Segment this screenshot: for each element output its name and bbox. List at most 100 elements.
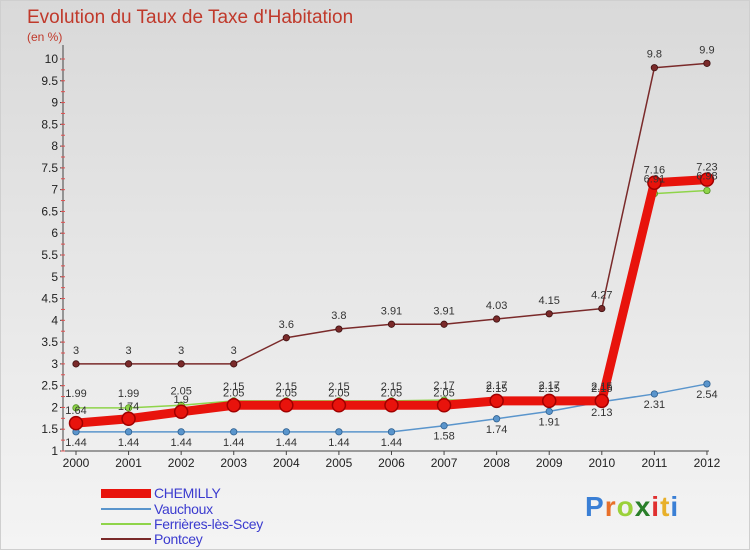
x-tick-label: 2002	[168, 456, 195, 470]
data-point-pontcey	[72, 360, 80, 368]
data-point-pontcey	[440, 320, 448, 328]
data-label-pontcey: 9.9	[699, 44, 714, 56]
data-label-pontcey: 3	[126, 345, 132, 357]
y-tick-label: 1	[51, 444, 58, 458]
brand-letter: o	[616, 491, 635, 522]
data-label-vauchoux: 1.44	[381, 437, 402, 449]
legend-swatch-ferrieres	[101, 523, 151, 525]
data-point-pontcey	[230, 360, 238, 368]
data-point-vauchoux	[124, 428, 133, 436]
data-label-pontcey: 3	[178, 345, 184, 357]
data-point-chemilly	[436, 398, 452, 413]
data-label-chemilly: 1.74	[118, 401, 139, 413]
y-tick-label: 4	[51, 313, 58, 327]
y-tick-label: 5.5	[41, 248, 58, 262]
brand-letter: i	[651, 491, 661, 522]
data-label-pontcey: 3	[73, 345, 79, 357]
data-label-vauchoux: 2.13	[591, 407, 612, 419]
y-tick-label: 2.5	[41, 379, 58, 393]
legend-swatch-vauchoux	[101, 508, 151, 510]
data-label-vauchoux: 1.91	[539, 416, 560, 428]
legend-swatch-pontcey	[101, 538, 151, 540]
x-tick-label: 2006	[378, 456, 405, 470]
data-label-vauchoux: 1.44	[223, 437, 244, 449]
y-tick-label: 3.5	[41, 335, 58, 349]
data-label-vauchoux: 1.44	[170, 437, 191, 449]
y-tick-label: 6.5	[41, 204, 58, 218]
x-tick-label: 2007	[431, 456, 458, 470]
data-label-pontcey: 4.15	[539, 295, 560, 307]
data-label-pontcey: 3.8	[331, 310, 346, 322]
y-tick-label: 8.5	[41, 117, 58, 131]
y-tick-label: 2	[51, 400, 58, 414]
data-point-pontcey	[387, 320, 396, 328]
y-tick-label: 9	[51, 96, 58, 110]
data-point-chemilly	[489, 393, 504, 409]
brand-letter: t	[660, 491, 671, 522]
data-point-pontcey	[177, 360, 185, 368]
data-point-pontcey	[598, 304, 606, 313]
data-label-pontcey: 9.8	[647, 49, 662, 61]
data-point-chemilly	[68, 415, 84, 431]
y-tick-label: 6	[51, 226, 58, 240]
data-point-chemilly	[279, 398, 294, 413]
data-label-ferri-res-l-s-scey: 6.91	[644, 174, 665, 186]
x-tick-label: 2000	[63, 456, 90, 470]
data-point-vauchoux	[335, 428, 343, 436]
x-tick-label: 2010	[588, 456, 615, 470]
data-label-pontcey: 3.91	[381, 305, 402, 317]
data-label-ferri-res-l-s-scey: 1.99	[118, 388, 139, 400]
data-point-ferri-res-l-s-scey	[72, 404, 80, 412]
data-label-vauchoux: 2.54	[696, 389, 717, 401]
data-point-chemilly	[384, 398, 399, 413]
data-point-vauchoux	[703, 380, 711, 388]
x-tick-label: 2003	[220, 456, 247, 470]
data-label-vauchoux: 1.44	[328, 437, 349, 449]
data-point-vauchoux	[230, 428, 238, 436]
data-label-vauchoux: 1.44	[118, 437, 139, 449]
x-tick-label: 2011	[641, 456, 667, 470]
data-label-ferri-res-l-s-scey: 2.15	[328, 381, 349, 393]
data-label-chemilly: 2.05	[223, 387, 244, 399]
y-tick-label: 8	[51, 139, 58, 153]
data-label-chemilly: 7.16	[644, 165, 665, 177]
data-point-vauchoux	[282, 428, 290, 436]
data-label-pontcey: 3.6	[279, 319, 294, 331]
y-tick-label: 3	[51, 357, 58, 371]
data-point-vauchoux	[650, 390, 658, 398]
data-point-ferri-res-l-s-scey	[124, 404, 133, 412]
data-point-pontcey	[282, 334, 290, 342]
x-tick-label: 2012	[694, 456, 721, 470]
y-tick-label: 7	[51, 183, 58, 197]
data-point-pontcey	[545, 310, 553, 318]
data-point-chemilly	[121, 411, 136, 427]
data-point-chemilly	[594, 393, 610, 409]
data-point-vauchoux	[177, 428, 185, 436]
x-tick-label: 2001	[115, 456, 142, 470]
data-label-chemilly: 2.15	[591, 383, 612, 395]
x-tick-label: 2005	[326, 456, 353, 470]
data-point-chemilly	[647, 175, 662, 190]
data-point-chemilly	[173, 404, 189, 420]
data-label-ferri-res-l-s-scey: 2.15	[223, 381, 244, 393]
data-label-vauchoux: 1.74	[486, 424, 507, 436]
data-label-chemilly: 1.64	[65, 405, 86, 417]
x-tick-label: 2004	[273, 456, 300, 470]
data-label-chemilly: 1.9	[174, 394, 189, 406]
y-tick-label: 4.5	[41, 292, 58, 306]
data-point-pontcey	[650, 64, 658, 72]
data-point-pontcey	[335, 325, 343, 333]
y-tick-label: 7.5	[41, 161, 58, 175]
data-point-chemilly	[541, 393, 557, 409]
brand-logo: Proxiti	[585, 491, 679, 523]
chart-title: Evolution du Taux de Taxe d'Habitation	[27, 7, 354, 28]
data-label-vauchoux: 2.31	[644, 399, 665, 411]
y-tick-label: 9.5	[41, 74, 58, 88]
data-label-pontcey: 3	[231, 345, 237, 357]
data-label-ferri-res-l-s-scey: 2.05	[170, 385, 191, 397]
brand-letter: x	[634, 491, 652, 522]
data-label-ferri-res-l-s-scey: 2.15	[276, 381, 297, 393]
data-label-ferri-res-l-s-scey: 6.98	[696, 171, 717, 183]
data-label-ferri-res-l-s-scey: 2.15	[381, 381, 402, 393]
